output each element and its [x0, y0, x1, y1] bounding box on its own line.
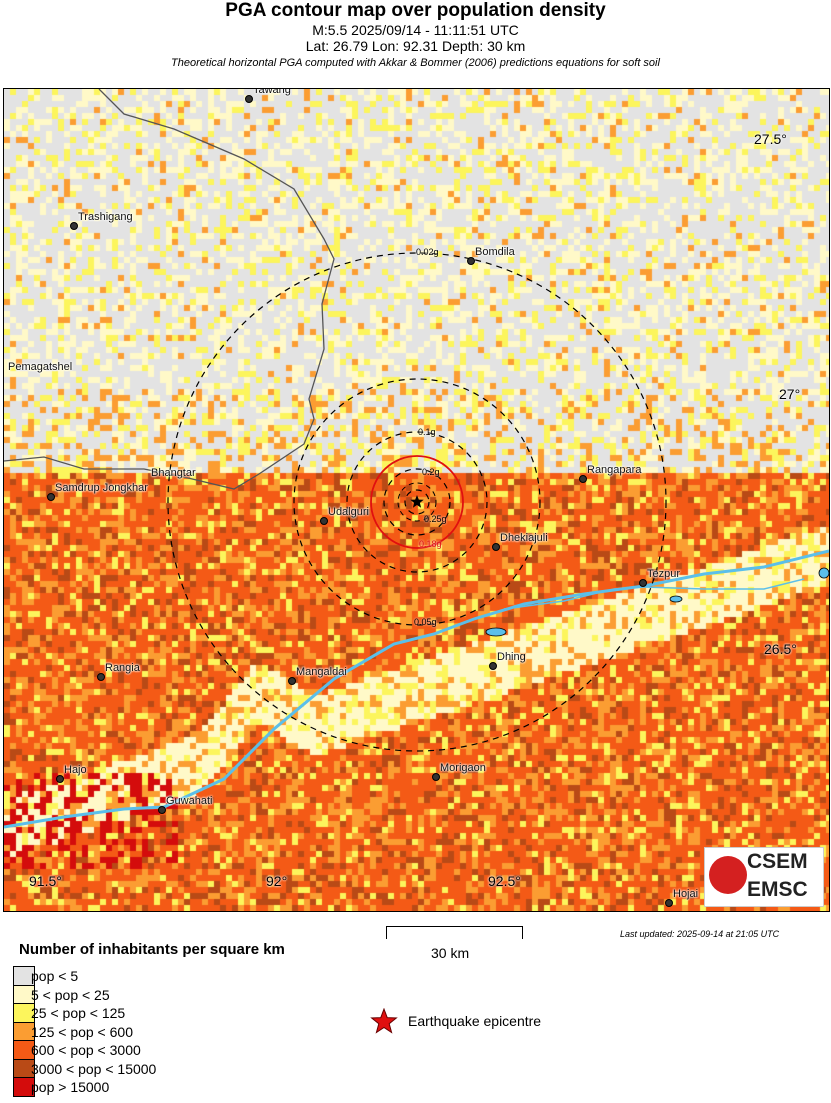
contour-label: 0.1g: [418, 427, 436, 437]
epicentre-star-icon: [410, 495, 424, 508]
scale-bar: [386, 926, 523, 939]
city-label: Morigaon: [440, 762, 486, 774]
lon-tick: 92°: [266, 873, 288, 889]
contour-label: 0.02g: [416, 247, 439, 257]
lat-tick: 27°: [779, 386, 801, 402]
city-label: Dhekiajuli: [500, 532, 548, 544]
event-location: Lat: 26.79 Lon: 92.31 Depth: 30 km: [305, 38, 526, 54]
city-marker: [47, 493, 55, 501]
legend-label: pop < 5: [31, 968, 79, 984]
globe-icon: [709, 856, 747, 894]
logo-text: CSEM: [747, 850, 808, 873]
city-label: Samdrup Jongkhar: [55, 482, 148, 494]
city-label: Guwahati: [166, 795, 213, 807]
lat-tick: 27.5°: [754, 131, 787, 147]
city-marker: [665, 899, 673, 907]
last-updated: Last updated: 2025-09-14 at 21:05 UTC: [620, 929, 780, 939]
scale-bar-label: 30 km: [431, 945, 470, 961]
city-label: Pemagatshel: [8, 361, 73, 373]
city-marker: [492, 543, 500, 551]
city-label: Rangia: [105, 662, 140, 674]
map-area[interactable]: Tawang Trashigang Bomdila Pemagatshel Bhangt…: [3, 88, 830, 912]
legend-label: pop > 15000: [31, 1079, 110, 1095]
star-icon: [370, 1008, 398, 1034]
city-marker: [467, 257, 475, 265]
river-island: [669, 595, 683, 603]
legend-title: Number of inhabitants per square km: [19, 941, 285, 958]
city-marker: [579, 475, 587, 483]
river-island: [485, 627, 507, 637]
map-title: PGA contour map over population density: [225, 0, 606, 21]
legend-swatch: [13, 1077, 35, 1097]
city-label: Bhangtar: [151, 467, 196, 479]
border-line: [4, 89, 335, 490]
contour-label: 0.25g: [424, 514, 447, 524]
pga-contour: [404, 489, 430, 515]
legend-label: 5 < pop < 25: [31, 986, 110, 1003]
city-label: Rangapara: [587, 464, 642, 476]
contour-label: 0.2g: [422, 467, 440, 477]
map-overlay: [4, 89, 829, 829]
lat-tick: 26.5°: [764, 641, 797, 657]
city-marker: [320, 517, 328, 525]
event-info: M:5.5 2025/09/14 - 11:11:51 UTC: [312, 22, 519, 38]
epicentre-legend-label: Earthquake epicentre: [408, 1013, 542, 1029]
city-label: Bomdila: [475, 246, 515, 258]
pga-contour: [293, 378, 541, 626]
city-label: Dhing: [497, 651, 526, 663]
city-label: Tezpur: [647, 568, 681, 580]
city-label: Trashigang: [78, 211, 133, 223]
csem-emsc-logo: CSEM EMSC: [704, 847, 824, 907]
city-label: Udalguri: [328, 506, 369, 518]
city-marker: [432, 773, 440, 781]
contour-label: 0.05g: [414, 617, 437, 627]
pga-contour: [370, 455, 464, 549]
river-brahmaputra: [4, 549, 829, 829]
river-channel: [503, 578, 805, 610]
pga-contour: [167, 252, 667, 752]
city-marker: [56, 775, 64, 783]
lon-tick: 92.5°: [488, 873, 521, 889]
city-marker: [70, 222, 78, 230]
lon-tick: 91.5°: [29, 873, 62, 889]
city-label: Hajo: [64, 764, 87, 776]
map-subtitle: Theoretical horizontal PGA computed with…: [171, 57, 660, 69]
legend-label: 3000 < pop < 15000: [31, 1060, 157, 1077]
city-marker: [158, 806, 166, 814]
legend-label: 600 < pop < 3000: [31, 1042, 141, 1058]
city-label: Tawang: [253, 88, 291, 96]
pga-contour: [346, 431, 488, 573]
legend-label: 125 < pop < 600: [31, 1023, 133, 1040]
logo-text: EMSC: [747, 878, 808, 901]
contour-label: 0.18g: [419, 539, 442, 549]
city-marker: [489, 662, 497, 670]
pga-contour: [383, 468, 451, 536]
pga-contour: [397, 482, 437, 522]
legend-label: 25 < pop < 125: [31, 1005, 126, 1021]
river-island: [818, 567, 829, 579]
city-marker: [639, 579, 647, 587]
city-label: Hojai: [673, 888, 699, 900]
city-label: Mangaldai: [296, 666, 347, 678]
city-marker: [97, 673, 105, 681]
city-marker: [245, 95, 253, 103]
city-marker: [288, 677, 296, 685]
